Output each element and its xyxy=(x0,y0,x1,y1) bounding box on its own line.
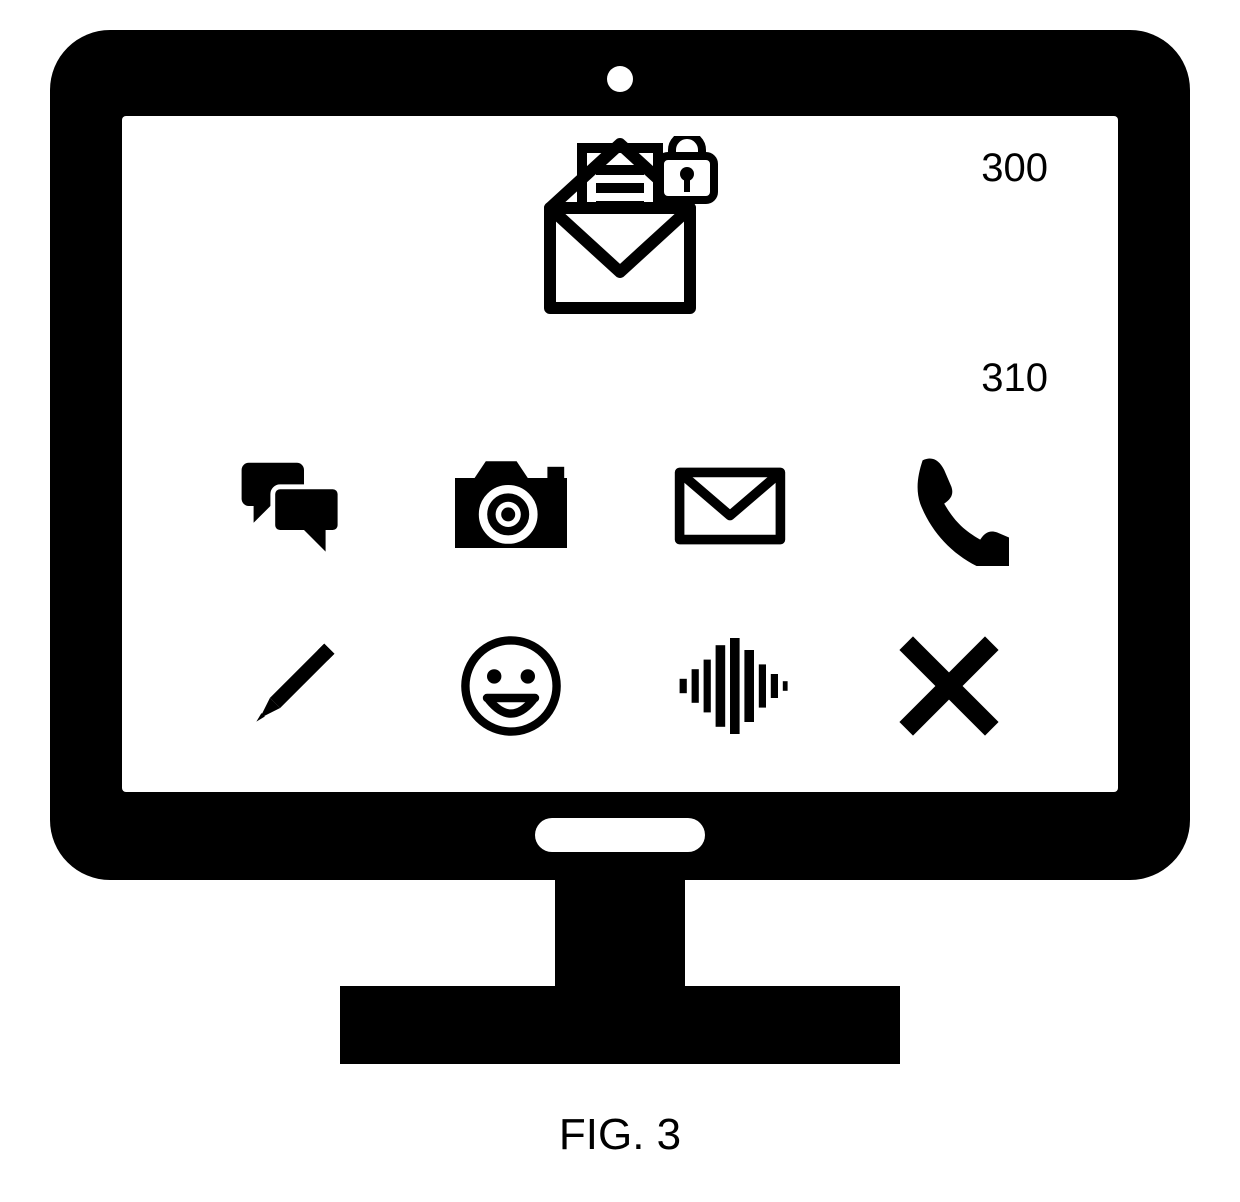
chat-app-icon[interactable] xyxy=(222,436,362,576)
reference-label-300: 300 xyxy=(981,146,1048,191)
app-icon-grid xyxy=(182,416,1058,776)
smiley-face-icon xyxy=(451,626,571,746)
monitor-base xyxy=(340,986,900,1064)
secure-mail-app-icon[interactable] xyxy=(510,136,730,336)
camera-app-icon[interactable] xyxy=(441,436,581,576)
audio-waveform-icon xyxy=(670,626,790,746)
device-screen: 300 310 xyxy=(122,116,1118,792)
envelope-icon xyxy=(670,446,790,566)
close-x-icon xyxy=(889,626,1009,746)
chat-bubbles-icon xyxy=(232,446,352,566)
mail-app-icon[interactable] xyxy=(660,436,800,576)
home-button-icon xyxy=(535,818,705,852)
camera-icon xyxy=(441,436,581,576)
close-app-icon[interactable] xyxy=(879,616,1019,756)
voice-app-icon[interactable] xyxy=(660,616,800,756)
monitor-device: 300 310 xyxy=(50,30,1190,880)
figure-caption: FIG. 3 xyxy=(559,1110,681,1160)
monitor-bezel: 300 310 xyxy=(50,30,1190,880)
figure-canvas: 300 310 xyxy=(0,0,1240,1202)
secure-mail-icon xyxy=(510,136,730,336)
emoji-app-icon[interactable] xyxy=(441,616,581,756)
notes-app-icon[interactable] xyxy=(222,616,362,756)
camera-dot-icon xyxy=(607,66,633,92)
phone-app-icon[interactable] xyxy=(879,436,1019,576)
reference-label-310: 310 xyxy=(981,356,1048,401)
pencil-icon xyxy=(232,626,352,746)
monitor-neck xyxy=(555,880,685,990)
phone-handset-icon xyxy=(889,446,1009,566)
